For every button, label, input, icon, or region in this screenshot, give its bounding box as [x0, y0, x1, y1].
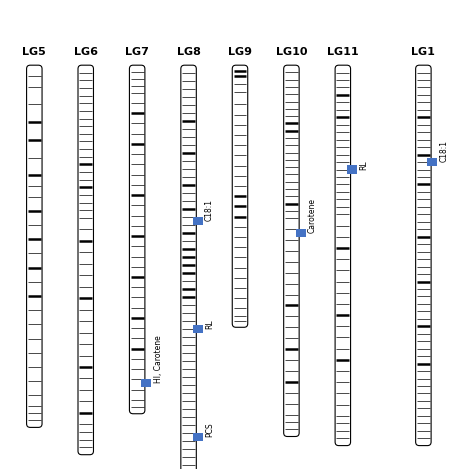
Bar [192, 217, 203, 225]
FancyBboxPatch shape [232, 65, 248, 327]
Text: RL: RL [359, 160, 368, 170]
Text: LG8: LG8 [177, 47, 201, 57]
Bar [192, 433, 203, 441]
Text: Carotene: Carotene [308, 198, 317, 233]
FancyBboxPatch shape [129, 65, 145, 414]
FancyBboxPatch shape [78, 65, 93, 455]
Text: LG1: LG1 [411, 47, 435, 57]
FancyBboxPatch shape [416, 65, 431, 446]
Text: LG7: LG7 [125, 47, 149, 57]
Bar [295, 228, 306, 237]
Text: C18:1: C18:1 [205, 199, 214, 221]
Text: LG9: LG9 [228, 47, 252, 57]
FancyBboxPatch shape [27, 65, 42, 428]
Text: RL: RL [205, 319, 214, 329]
Bar [141, 379, 151, 387]
Bar [347, 165, 357, 173]
Text: HI, Carotene: HI, Carotene [154, 335, 163, 383]
FancyBboxPatch shape [283, 65, 299, 437]
Text: PCS: PCS [205, 423, 214, 437]
FancyBboxPatch shape [181, 65, 196, 473]
Text: LG11: LG11 [327, 47, 359, 57]
Text: C18:1: C18:1 [440, 140, 449, 162]
FancyBboxPatch shape [335, 65, 351, 446]
Text: LG6: LG6 [74, 47, 98, 57]
Bar [192, 325, 203, 333]
Text: LG10: LG10 [276, 47, 307, 57]
Bar [428, 158, 438, 166]
Text: LG5: LG5 [22, 47, 46, 57]
